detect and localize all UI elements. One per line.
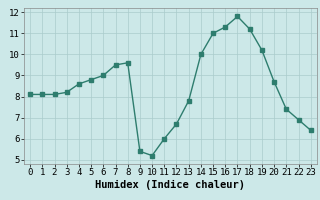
X-axis label: Humidex (Indice chaleur): Humidex (Indice chaleur): [95, 180, 245, 190]
